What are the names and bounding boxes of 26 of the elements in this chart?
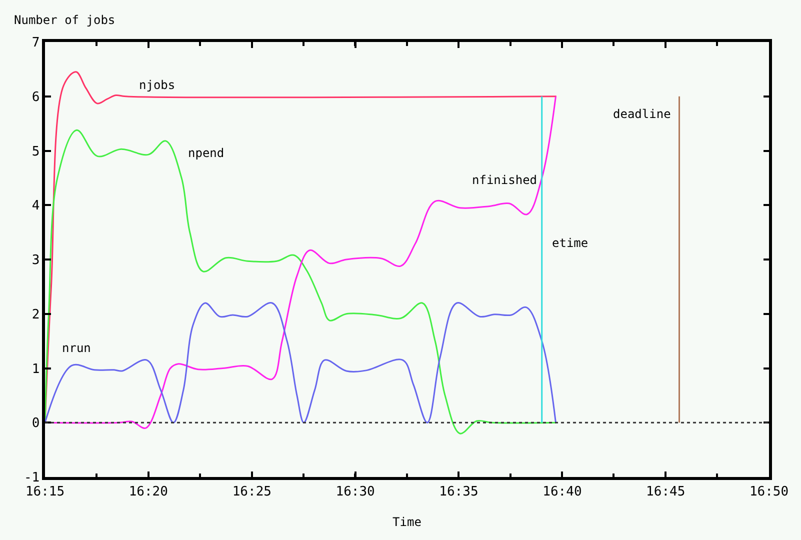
x-tick-label: 16:35 [439,484,478,500]
series-label: nrun [62,341,91,355]
y-tick-label: 6 [32,90,40,105]
y-tick-label: 0 [32,416,40,432]
y-tick-label: 3 [32,253,40,268]
x-axis-title: Time [392,515,422,530]
y-tick-label: 5 [32,144,40,160]
series-label: npend [188,146,224,160]
series-label: etime [552,236,588,250]
y-tick-label: 7 [32,36,40,51]
x-tick-label: 16:45 [646,484,686,500]
series-label: njobs [139,78,176,92]
line-series [45,302,557,424]
x-tick-label: 16:15 [25,484,65,500]
y-tick-label: -1 [24,470,40,486]
x-tick-label: 16:20 [128,484,168,500]
series-label: nfinished [472,173,538,187]
x-tick-label: 16:50 [749,484,789,500]
series-label: deadline [613,107,671,121]
y-tick-label: 1 [32,362,40,377]
x-tick-label: 16:40 [542,484,582,500]
y-tick-label: 4 [32,198,40,214]
x-tick-label: 16:30 [336,484,375,500]
x-tick-label: 16:25 [232,484,272,500]
y-axis-title: Number of jobs [14,13,116,27]
y-tick-label: 2 [32,307,40,322]
